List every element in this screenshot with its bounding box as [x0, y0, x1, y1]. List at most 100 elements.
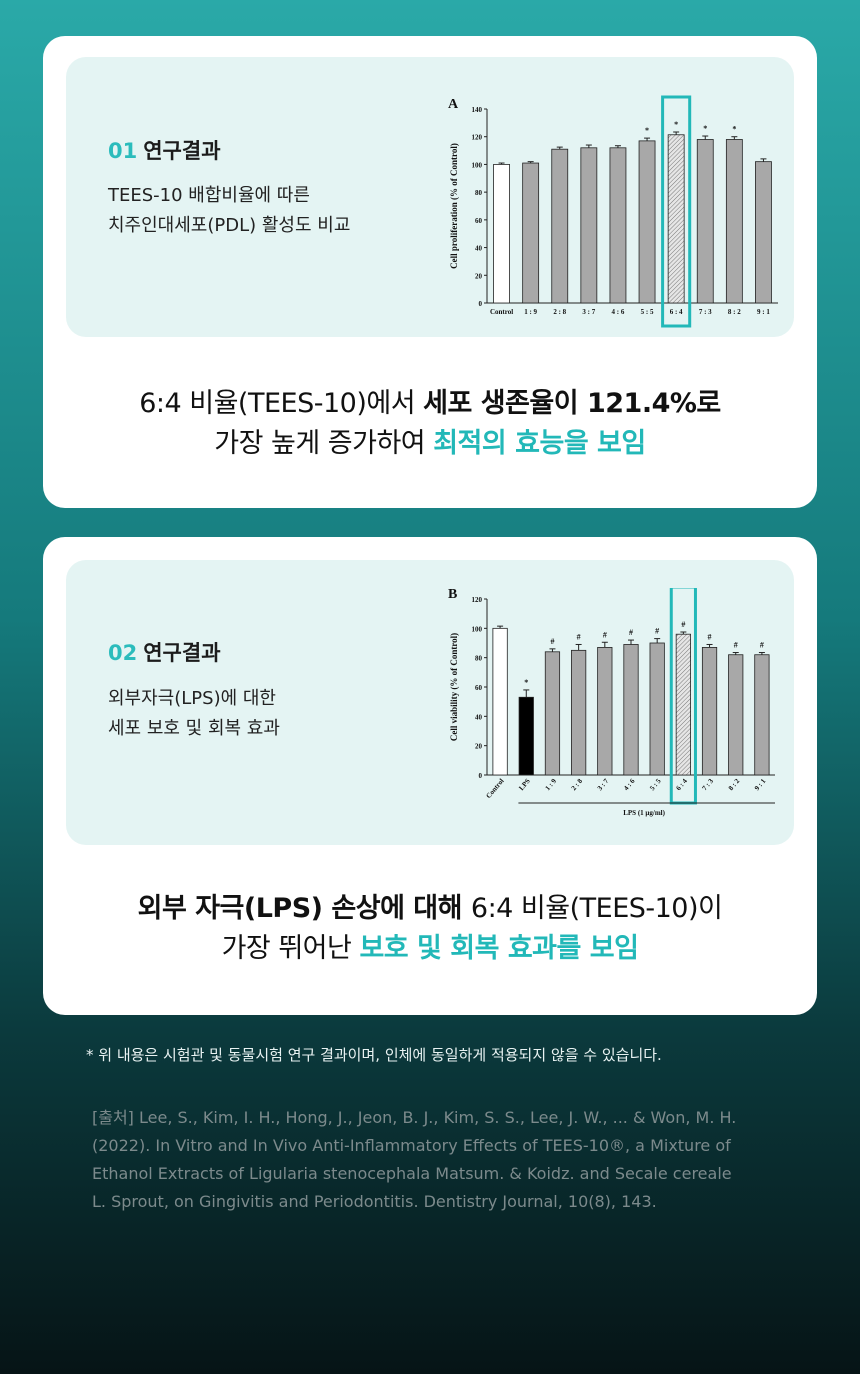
highlight-box	[661, 95, 692, 328]
x-tick-label: 5 : 5	[641, 308, 654, 316]
x-tick-label: 7 : 3	[701, 777, 716, 792]
y-tick-label: 40	[475, 245, 483, 253]
description-line: TEES-10 배합비율에 따른	[108, 185, 310, 206]
summary-text: 외부 자극(LPS) 손상에 대해	[137, 893, 471, 924]
y-tick-label: 60	[475, 217, 483, 225]
summary-line: 6:4 비율(TEES-10)에서 세포 생존율이 121.4%로	[43, 384, 817, 424]
x-tick-label: 4 : 6	[622, 777, 637, 792]
x-axis-label: LPS (1 μg/ml)	[623, 809, 665, 817]
bar	[518, 696, 534, 776]
bar	[725, 139, 743, 304]
significance-marker: #	[577, 632, 581, 641]
bar	[623, 644, 639, 776]
bar	[493, 164, 510, 304]
significance-marker: *	[524, 678, 528, 687]
y-tick-label: 140	[472, 106, 483, 114]
citation-line: [출처] Lee, S., Kim, I. H., Hong, J., Jeon…	[92, 1108, 737, 1127]
y-tick-label: 100	[472, 625, 483, 633]
citation: [출처] Lee, S., Kim, I. H., Hong, J., Jeon…	[92, 1104, 736, 1216]
y-axis-label: Cell viability (% of Control)	[449, 633, 459, 741]
significance-marker: #	[655, 627, 659, 636]
summary: 6:4 비율(TEES-10)에서 세포 생존율이 121.4%로 가장 높게 증…	[43, 384, 817, 464]
significance-marker: *	[645, 126, 649, 135]
significance-marker: #	[550, 637, 554, 646]
section-heading: 01 연구결과	[108, 135, 221, 165]
x-tick-label: 8 : 2	[728, 308, 741, 316]
significance-marker: #	[760, 641, 764, 650]
y-tick-label: 120	[472, 134, 483, 142]
significance-marker: *	[674, 120, 678, 129]
x-tick-label: 2 : 8	[570, 777, 585, 792]
significance-marker: #	[708, 632, 712, 641]
panel-label: B	[448, 588, 457, 602]
bar	[701, 647, 718, 776]
summary-line: 외부 자극(LPS) 손상에 대해 6:4 비율(TEES-10)이	[43, 889, 817, 929]
bar	[675, 633, 691, 776]
bar	[544, 651, 561, 776]
x-tick-label: 5 : 5	[648, 777, 663, 792]
footnote: * 위 내용은 시험관 및 동물시험 연구 결과이며, 인체에 동일하게 적용되…	[86, 1046, 662, 1064]
significance-marker: *	[732, 125, 736, 134]
summary-text: 가장 뛰어난	[221, 933, 360, 964]
summary-text: 6:4 비율(TEES-10)이	[470, 893, 723, 924]
bar	[522, 162, 540, 304]
bar	[580, 147, 598, 304]
summary-text: 가장 높게 증가하여	[214, 428, 434, 459]
x-tick-label: 1 : 9	[524, 308, 537, 316]
bar	[597, 647, 613, 776]
significance-marker: #	[629, 628, 633, 637]
y-tick-label: 120	[472, 596, 483, 604]
y-tick-label: 100	[472, 161, 483, 169]
x-tick-label: LPS	[517, 777, 531, 792]
x-tick-label: 1 : 9	[544, 777, 559, 792]
summary-text: 6:4 비율(TEES-10)에서	[139, 388, 424, 419]
citation-line: (2022). In Vitro and In Vivo Anti-Inflam…	[92, 1136, 731, 1155]
bar	[755, 161, 772, 304]
section-number: 01	[108, 139, 138, 163]
summary-text: 최적의 효능을 보임	[433, 428, 646, 459]
y-tick-label: 0	[479, 300, 483, 308]
bar	[728, 654, 744, 776]
y-tick-label: 80	[475, 655, 483, 663]
significance-marker: #	[734, 641, 738, 650]
x-tick-label: 4 : 6	[612, 308, 625, 316]
significance-marker: #	[681, 620, 685, 629]
section-number: 02	[108, 641, 138, 665]
y-tick-label: 20	[475, 743, 483, 751]
bar	[696, 139, 714, 304]
x-tick-label: 7 : 3	[699, 308, 712, 316]
bar	[609, 147, 627, 304]
citation-line: Ethanol Extracts of Ligularia stenocepha…	[92, 1164, 732, 1183]
section-title: 연구결과	[143, 139, 221, 163]
summary-text: 보호 및 회복 효과를 보임	[359, 933, 639, 964]
section-heading: 02 연구결과	[108, 637, 221, 667]
description-line: 외부자극(LPS)에 대한	[108, 688, 276, 709]
x-tick-label: 6 : 4	[675, 777, 690, 792]
citation-line: L. Sprout, on Gingivitis and Periodontit…	[92, 1192, 657, 1211]
y-tick-label: 80	[475, 189, 483, 197]
panel-label: A	[448, 97, 459, 112]
x-tick-label: Control	[490, 308, 513, 316]
x-tick-label: Control	[485, 777, 506, 800]
chart: 0 20 40 60 80 100 120 B Cell viability (% of Con…	[448, 588, 775, 817]
x-tick-label: 8 : 2	[727, 777, 742, 792]
y-axis-label: Cell proliferation (% of Control)	[449, 143, 459, 269]
y-tick-label: 40	[475, 713, 483, 721]
significance-marker: #	[603, 630, 607, 639]
x-tick-label: 9 : 1	[757, 308, 770, 316]
bar	[667, 134, 685, 304]
summary-line: 가장 높게 증가하여 최적의 효능을 보임	[43, 424, 817, 464]
summary-text: 세포 생존율이 121.4%로	[423, 388, 721, 419]
significance-marker: *	[703, 124, 707, 133]
y-tick-label: 60	[475, 684, 483, 692]
bar	[638, 140, 656, 304]
description-line: 치주인대세포(PDL) 활성도 비교	[108, 215, 351, 236]
x-tick-label: 3 : 7	[582, 308, 595, 316]
bar	[649, 642, 665, 776]
description-line: 세포 보호 및 회복 효과	[108, 718, 280, 739]
x-tick-label: 3 : 7	[596, 777, 611, 792]
x-tick-label: 9 : 1	[753, 777, 768, 792]
